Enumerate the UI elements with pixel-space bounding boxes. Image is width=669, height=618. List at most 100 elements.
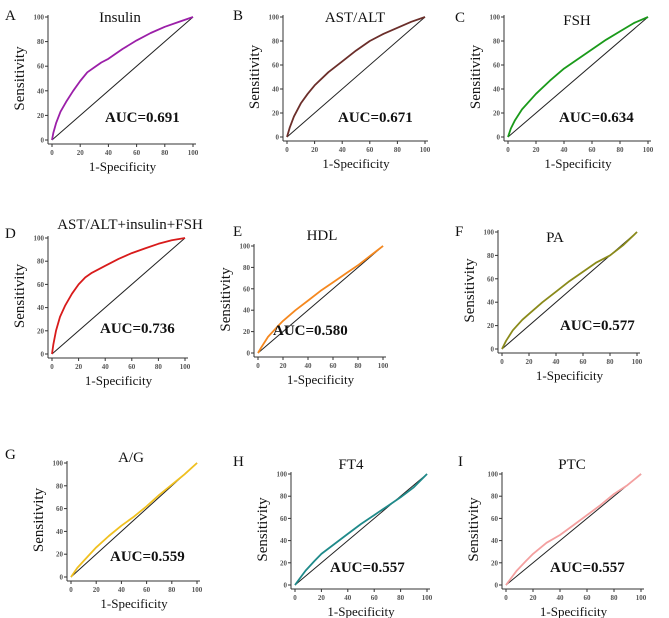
y-tick-label: 60 — [37, 281, 45, 289]
reference-diagonal — [507, 16, 649, 138]
x-tick-label: 80 — [168, 586, 176, 594]
y-tick-label: 60 — [491, 515, 499, 523]
y-axis-label: Sensitivity — [466, 497, 482, 562]
x-tick-label: 80 — [611, 594, 619, 602]
x-tick-label: 100 — [420, 146, 431, 154]
x-tick-label: 40 — [102, 363, 110, 371]
y-tick-label: 40 — [243, 307, 251, 315]
auc-label: AUC=0.557 — [330, 560, 405, 576]
y-tick-label: 80 — [243, 264, 251, 272]
y-tick-label: 20 — [272, 110, 280, 118]
y-tick-label: 40 — [487, 299, 495, 307]
x-tick-label: 60 — [143, 586, 151, 594]
chart-title: PTC — [558, 457, 586, 473]
x-tick-label: 40 — [557, 594, 565, 602]
x-tick-label: 40 — [344, 594, 352, 602]
auc-label: AUC=0.557 — [550, 560, 625, 576]
panel-label: F — [455, 224, 463, 240]
y-tick-label: 100 — [484, 229, 495, 237]
panel-label: D — [5, 226, 16, 242]
panel-label: A — [5, 8, 16, 24]
x-tick-label: 40 — [339, 146, 347, 154]
x-tick-label: 0 — [285, 146, 289, 154]
panel-label: B — [233, 8, 243, 24]
x-tick-label: 60 — [128, 363, 136, 371]
x-axis-label: 1-Specificity — [100, 596, 168, 611]
x-tick-label: 40 — [553, 358, 561, 366]
y-tick-label: 40 — [37, 87, 45, 95]
x-tick-label: 0 — [256, 362, 260, 370]
roc-panel-a: A Insulin 00 20 20 40 40 60 60 80 80 100 100 AUC=0.69… — [5, 8, 199, 174]
y-tick-label: 0 — [497, 134, 501, 142]
y-tick-label: 80 — [37, 258, 45, 266]
roc-panel-g: G A/G 00 20 20 40 40 60 60 80 80 100 100 AUC=0.559 1-S… — [5, 447, 203, 611]
x-tick-label: 40 — [305, 362, 313, 370]
x-tick-label: 60 — [366, 146, 374, 154]
y-tick-label: 0 — [247, 350, 251, 358]
y-tick-label: 60 — [280, 515, 288, 523]
reference-diagonal — [286, 16, 426, 138]
x-tick-label: 60 — [330, 362, 338, 370]
y-tick-label: 80 — [272, 38, 280, 46]
auc-label: AUC=0.634 — [559, 110, 634, 126]
y-tick-label: 0 — [276, 134, 280, 142]
roc-panel-d: D AST/ALT+insulin+FSH 00 20 20 40 40 60 60 80 80 10… — [5, 217, 203, 388]
x-tick-label: 0 — [69, 586, 73, 594]
x-axis-label: 1-Specificity — [85, 373, 153, 388]
y-axis-label: Sensitivity — [247, 44, 263, 109]
roc-panel-e: E HDL 00 20 20 40 40 60 60 80 80 100 100 AUC=0.580 1-S… — [218, 224, 389, 387]
y-tick-label: 100 — [269, 14, 280, 22]
x-tick-label: 100 — [643, 146, 654, 154]
auc-label: AUC=0.691 — [105, 110, 180, 126]
y-tick-label: 100 — [34, 235, 45, 243]
y-tick-label: 100 — [34, 14, 45, 22]
y-tick-label: 60 — [487, 275, 495, 283]
x-tick-label: 20 — [318, 594, 326, 602]
x-tick-label: 20 — [311, 146, 319, 154]
y-tick-label: 80 — [491, 493, 499, 501]
y-tick-label: 100 — [488, 471, 499, 479]
roc-curve — [507, 16, 649, 138]
x-tick-label: 0 — [500, 358, 504, 366]
x-tick-label: 60 — [584, 594, 592, 602]
x-tick-label: 40 — [561, 146, 569, 154]
y-tick-label: 20 — [243, 328, 251, 336]
x-tick-label: 100 — [422, 594, 433, 602]
panel-label: H — [233, 454, 244, 470]
x-tick-label: 20 — [93, 586, 101, 594]
y-tick-label: 60 — [272, 62, 280, 70]
y-tick-label: 100 — [277, 471, 288, 479]
y-axis-label: Sensitivity — [468, 44, 484, 109]
roc-panel-f: F PA 00 20 20 40 40 60 60 80 80 100 100 AUC=0.577 1-Sp… — [455, 224, 643, 383]
x-tick-label: 80 — [155, 363, 163, 371]
roc-panel-b: B AST/ALT 00 20 20 40 40 60 60 80 80 100 100 AUC=0.67… — [233, 8, 431, 171]
x-tick-label: 20 — [280, 362, 288, 370]
x-tick-label: 100 — [188, 149, 199, 157]
y-axis-label: Sensitivity — [12, 263, 28, 328]
y-tick-label: 80 — [56, 482, 64, 490]
y-tick-label: 40 — [491, 537, 499, 545]
panel-label: I — [458, 454, 463, 470]
chart-title: Insulin — [99, 10, 141, 26]
y-tick-label: 20 — [493, 110, 501, 118]
x-tick-label: 80 — [617, 146, 625, 154]
reference-diagonal — [51, 237, 186, 355]
roc-panel-i: I PTC 00 20 20 40 40 60 60 80 80 100 100 AUC=0.557 1-S… — [458, 454, 647, 618]
auc-label: AUC=0.671 — [338, 110, 413, 126]
x-axis-label: 1-Specificity — [89, 159, 157, 174]
roc-panel-c: C FSH 00 20 20 40 40 60 60 80 80 100 100 AUC=0.634 1-S… — [455, 10, 654, 171]
x-tick-label: 100 — [180, 363, 191, 371]
y-tick-label: 20 — [37, 112, 45, 120]
y-axis-label: Sensitivity — [255, 497, 271, 562]
chart-title: AST/ALT+insulin+FSH — [57, 217, 203, 233]
reference-diagonal — [505, 473, 642, 586]
y-tick-label: 80 — [493, 38, 501, 46]
chart-title: A/G — [118, 450, 144, 466]
y-axis-label: Sensitivity — [31, 487, 47, 552]
roc-curve — [286, 16, 426, 138]
y-tick-label: 40 — [493, 86, 501, 94]
x-tick-label: 0 — [506, 146, 510, 154]
y-tick-label: 60 — [56, 505, 64, 513]
x-tick-label: 80 — [355, 362, 363, 370]
